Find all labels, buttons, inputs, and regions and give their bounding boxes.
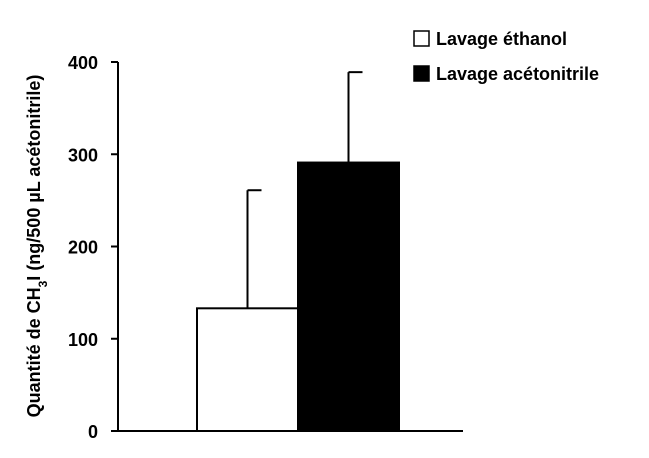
bar-layer — [196, 71, 400, 433]
y-tick-label: 200 — [68, 238, 98, 258]
legend: Lavage éthanol Lavage acétonitrile — [413, 29, 599, 84]
legend-label-1: Lavage éthanol — [436, 29, 567, 49]
bar-2 — [297, 161, 400, 433]
y-tick-label: 400 — [68, 53, 98, 73]
legend-swatch-2 — [413, 65, 430, 82]
legend-swatch-1 — [413, 30, 430, 47]
legend-label-2: Lavage acétonitrile — [436, 64, 599, 84]
y-tick-label: 100 — [68, 330, 98, 350]
y-tick-label: 0 — [88, 422, 98, 442]
axis-layer: 0 100 200 300 400 — [68, 53, 463, 442]
y-tick-label: 300 — [68, 145, 98, 165]
y-axis-label-group: Quantité de CH3I (ng/500 µL acétonitrile… — [24, 75, 50, 418]
y-axis-label: Quantité de CH3I (ng/500 µL acétonitrile… — [24, 75, 50, 418]
bar-1 — [196, 307, 299, 432]
